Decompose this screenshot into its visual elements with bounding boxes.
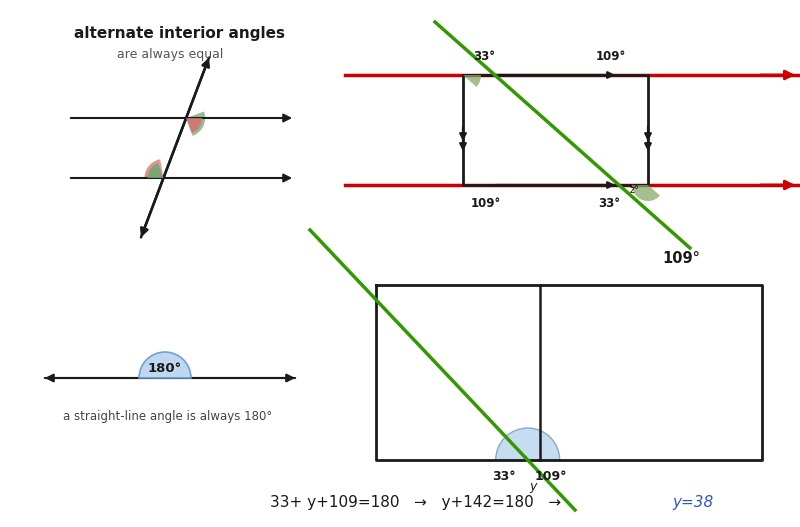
Text: z°: z° bbox=[630, 185, 640, 195]
Text: a straight-line angle is always 180°: a straight-line angle is always 180° bbox=[63, 410, 273, 423]
Wedge shape bbox=[632, 185, 660, 201]
Text: 33°: 33° bbox=[493, 470, 516, 483]
Text: y: y bbox=[530, 480, 537, 493]
Text: 109°: 109° bbox=[471, 197, 502, 210]
Text: 109°: 109° bbox=[534, 470, 567, 483]
Wedge shape bbox=[496, 428, 560, 460]
Wedge shape bbox=[147, 163, 163, 178]
Wedge shape bbox=[139, 352, 191, 378]
Text: 180°: 180° bbox=[148, 362, 182, 375]
Text: are always equal: are always equal bbox=[117, 48, 223, 61]
Wedge shape bbox=[186, 118, 202, 133]
Text: 33+ y+109=180   →   y+142=180   →: 33+ y+109=180 → y+142=180 → bbox=[270, 494, 576, 510]
Text: 109°: 109° bbox=[596, 50, 626, 63]
Text: alternate interior angles: alternate interior angles bbox=[74, 26, 286, 41]
Text: 109°: 109° bbox=[662, 251, 700, 266]
Wedge shape bbox=[463, 75, 481, 87]
Text: y=38: y=38 bbox=[672, 494, 714, 510]
Text: 33°: 33° bbox=[473, 50, 495, 63]
Wedge shape bbox=[145, 159, 163, 178]
Text: 33°: 33° bbox=[598, 197, 620, 210]
Wedge shape bbox=[186, 112, 205, 136]
